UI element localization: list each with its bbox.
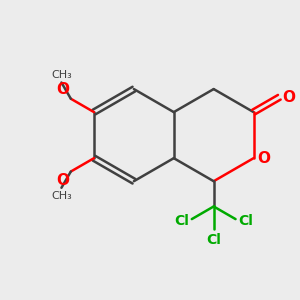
Text: O: O bbox=[282, 90, 295, 105]
Text: O: O bbox=[56, 173, 69, 188]
Text: Cl: Cl bbox=[206, 233, 221, 247]
Text: CH₃: CH₃ bbox=[51, 191, 72, 201]
Text: CH₃: CH₃ bbox=[51, 70, 72, 80]
Text: O: O bbox=[56, 82, 69, 97]
Text: Cl: Cl bbox=[174, 214, 189, 228]
Text: O: O bbox=[257, 151, 270, 166]
Text: Cl: Cl bbox=[238, 214, 253, 228]
